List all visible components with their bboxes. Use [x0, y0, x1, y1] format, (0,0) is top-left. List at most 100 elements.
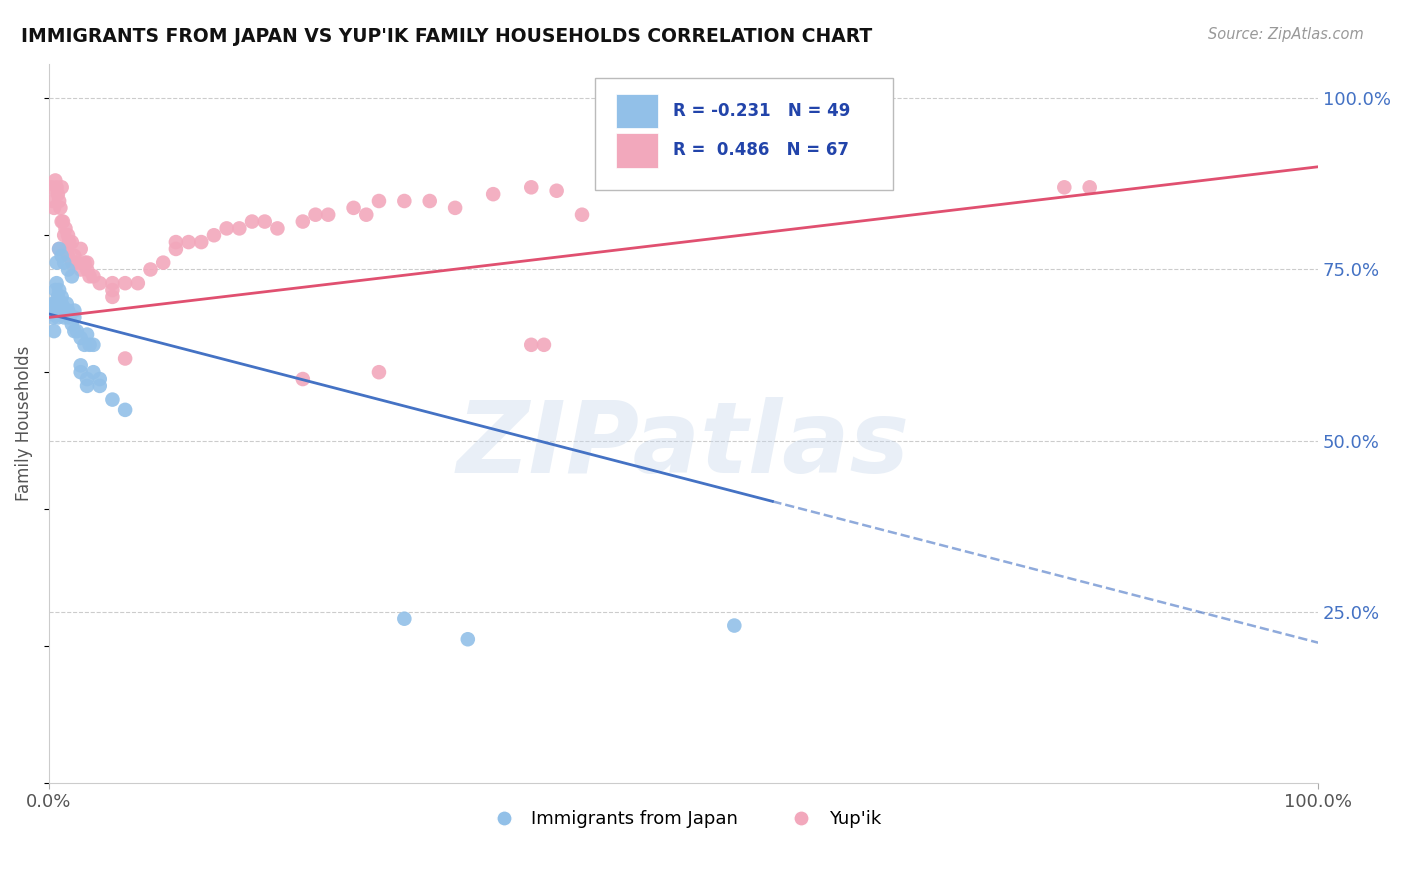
- Point: [89, 276, 111, 290]
- Point: [546, 184, 568, 198]
- Point: [723, 618, 745, 632]
- Point: [76, 379, 98, 393]
- Point: [444, 201, 467, 215]
- Point: [76, 372, 98, 386]
- Point: [215, 221, 238, 235]
- Point: [291, 214, 314, 228]
- Point: [127, 276, 149, 290]
- Point: [190, 235, 212, 249]
- Point: [228, 221, 250, 235]
- Point: [82, 269, 104, 284]
- Point: [73, 255, 96, 269]
- Point: [56, 303, 79, 318]
- Point: [79, 269, 101, 284]
- Point: [69, 262, 91, 277]
- Point: [89, 379, 111, 393]
- Point: [1053, 180, 1076, 194]
- Point: [82, 338, 104, 352]
- Legend: Immigrants from Japan, Yup'ik: Immigrants from Japan, Yup'ik: [479, 803, 889, 835]
- Point: [79, 338, 101, 352]
- Point: [457, 632, 479, 647]
- Point: [266, 221, 288, 235]
- Point: [101, 392, 124, 407]
- Point: [152, 255, 174, 269]
- Point: [571, 208, 593, 222]
- Point: [114, 402, 136, 417]
- Point: [42, 201, 65, 215]
- Point: [42, 300, 65, 314]
- Point: [82, 365, 104, 379]
- Point: [56, 262, 79, 277]
- Point: [69, 365, 91, 379]
- Point: [44, 283, 66, 297]
- Point: [253, 214, 276, 228]
- Point: [46, 290, 69, 304]
- Point: [177, 235, 200, 249]
- Point: [394, 194, 416, 208]
- Point: [73, 338, 96, 352]
- Point: [53, 310, 76, 325]
- Text: R =  0.486   N = 67: R = 0.486 N = 67: [673, 141, 849, 160]
- Point: [46, 187, 69, 202]
- Text: Source: ZipAtlas.com: Source: ZipAtlas.com: [1208, 27, 1364, 42]
- Point: [55, 221, 77, 235]
- Point: [51, 249, 73, 263]
- Point: [42, 324, 65, 338]
- Bar: [616, 133, 658, 168]
- Point: [69, 331, 91, 345]
- Point: [49, 201, 72, 215]
- FancyBboxPatch shape: [595, 78, 893, 190]
- Point: [165, 235, 187, 249]
- Point: [56, 228, 79, 243]
- Point: [60, 235, 83, 249]
- Point: [51, 214, 73, 228]
- Point: [76, 327, 98, 342]
- Point: [48, 296, 70, 310]
- Point: [41, 180, 63, 194]
- Point: [114, 276, 136, 290]
- Point: [304, 208, 326, 222]
- Point: [48, 242, 70, 256]
- Point: [46, 310, 69, 325]
- Y-axis label: Family Households: Family Households: [15, 346, 32, 501]
- Point: [240, 214, 263, 228]
- Text: R = -0.231   N = 49: R = -0.231 N = 49: [673, 102, 851, 120]
- Point: [316, 208, 339, 222]
- Point: [56, 249, 79, 263]
- Point: [520, 180, 543, 194]
- Point: [60, 269, 83, 284]
- Point: [368, 365, 391, 379]
- Point: [66, 255, 89, 269]
- Point: [394, 612, 416, 626]
- Point: [42, 310, 65, 325]
- Point: [60, 318, 83, 332]
- Point: [41, 307, 63, 321]
- Point: [66, 324, 89, 338]
- Point: [42, 296, 65, 310]
- Point: [114, 351, 136, 366]
- Point: [45, 180, 67, 194]
- Point: [58, 235, 80, 249]
- Point: [45, 276, 67, 290]
- Point: [76, 262, 98, 277]
- Point: [1078, 180, 1101, 194]
- Point: [44, 173, 66, 187]
- Point: [139, 262, 162, 277]
- Point: [48, 242, 70, 256]
- Text: IMMIGRANTS FROM JAPAN VS YUP'IK FAMILY HOUSEHOLDS CORRELATION CHART: IMMIGRANTS FROM JAPAN VS YUP'IK FAMILY H…: [21, 27, 872, 45]
- Point: [63, 255, 86, 269]
- Point: [291, 372, 314, 386]
- Point: [55, 307, 77, 321]
- Point: [356, 208, 378, 222]
- Point: [55, 296, 77, 310]
- Point: [48, 283, 70, 297]
- Point: [60, 255, 83, 269]
- Point: [52, 214, 75, 228]
- Point: [101, 276, 124, 290]
- Point: [101, 290, 124, 304]
- Point: [52, 300, 75, 314]
- Point: [520, 338, 543, 352]
- Point: [55, 242, 77, 256]
- Point: [63, 324, 86, 338]
- Point: [419, 194, 441, 208]
